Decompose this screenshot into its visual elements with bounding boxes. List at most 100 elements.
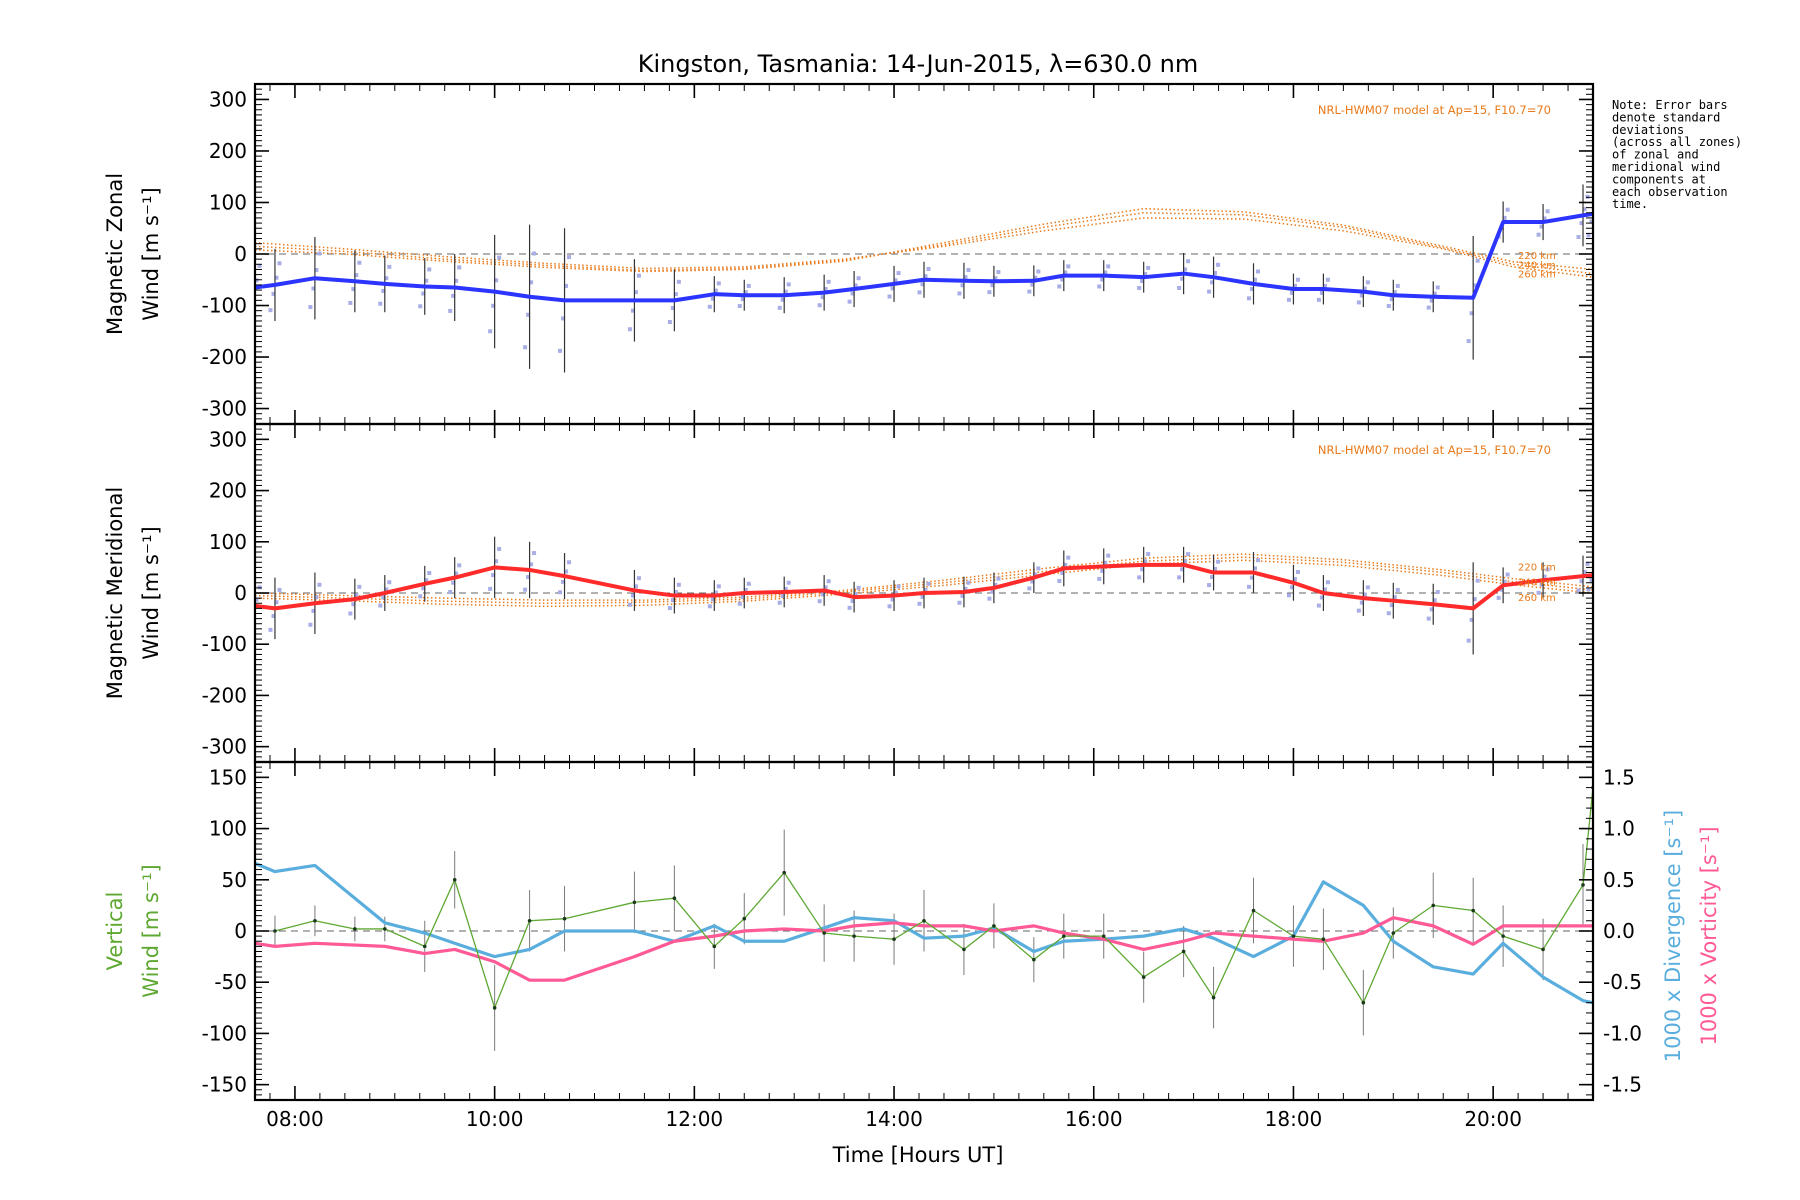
zone-estimate bbox=[1365, 280, 1370, 285]
zone-estimate bbox=[823, 585, 828, 590]
model-altitude-label: 240 km bbox=[1518, 578, 1556, 589]
x-tick-label: 18:00 bbox=[1265, 1107, 1323, 1131]
zone-estimate bbox=[896, 271, 901, 276]
zone-estimate bbox=[1250, 575, 1255, 580]
vorticity-axis-label: 1000 x Vorticity [s⁻¹] bbox=[1697, 826, 1721, 1045]
zone-estimate bbox=[1033, 275, 1038, 280]
zone-estimate bbox=[448, 589, 453, 594]
zone-estimate bbox=[421, 586, 426, 591]
zone-estimate bbox=[1536, 590, 1541, 595]
vertical-wind-point bbox=[1431, 903, 1436, 908]
zone-estimate bbox=[381, 595, 386, 600]
zone-estimate bbox=[567, 560, 572, 565]
vertical-wind-point bbox=[1181, 949, 1186, 954]
zone-estimate bbox=[1432, 598, 1437, 603]
zone-estimate bbox=[1395, 283, 1400, 288]
zone-estimate bbox=[249, 311, 253, 315]
x-axis-label: Time [Hours UT] bbox=[832, 1143, 1004, 1167]
zone-estimate bbox=[257, 585, 262, 590]
zone-estimate bbox=[1389, 297, 1394, 302]
zone-estimate bbox=[308, 622, 313, 627]
zone-estimate bbox=[777, 305, 782, 310]
zone-estimate bbox=[1295, 570, 1300, 575]
zone-estimate bbox=[713, 288, 718, 293]
zone-estimate bbox=[1545, 567, 1550, 572]
zone-estimate bbox=[1466, 339, 1471, 344]
zone-estimate bbox=[853, 283, 858, 288]
zone-estimate bbox=[1100, 568, 1105, 573]
vertical-wind-point bbox=[1032, 957, 1036, 962]
zone-estimate bbox=[926, 266, 931, 271]
zone-estimate bbox=[963, 275, 968, 280]
zone-estimate bbox=[957, 291, 962, 296]
y-tick-label: 100 bbox=[209, 817, 247, 841]
zone-estimate bbox=[633, 290, 638, 295]
zone-estimate bbox=[1576, 235, 1581, 239]
y-tick-label: 300 bbox=[209, 87, 247, 111]
zone-estimate bbox=[743, 290, 748, 295]
vertical-wind-point bbox=[562, 916, 567, 921]
zone-estimate bbox=[670, 306, 675, 311]
vertical-wind-point bbox=[1141, 975, 1146, 979]
model-altitude-label: 260 km bbox=[1518, 270, 1556, 281]
zone-estimate bbox=[277, 587, 282, 592]
zone-estimate bbox=[427, 267, 432, 272]
vertical-wind-line bbox=[274, 787, 1593, 1010]
note-line: time. bbox=[1612, 197, 1648, 211]
zone-estimate bbox=[317, 251, 322, 256]
zone-estimate bbox=[255, 597, 259, 602]
zone-estimate bbox=[257, 263, 262, 268]
zone-estimate bbox=[990, 589, 995, 594]
vertical-wind-point bbox=[383, 927, 387, 931]
vertical-wind-point bbox=[273, 929, 277, 933]
zone-estimate bbox=[558, 590, 563, 595]
zone-estimate bbox=[1137, 286, 1142, 290]
zone-estimate bbox=[1295, 277, 1300, 282]
x-tick-label: 08:00 bbox=[266, 1107, 324, 1131]
zone-estimate bbox=[673, 589, 678, 594]
y-axis-label: Magnetic Zonal bbox=[103, 173, 127, 335]
zone-estimate bbox=[856, 276, 861, 281]
y-tick-label: -300 bbox=[202, 735, 247, 759]
note-line: each observation bbox=[1612, 185, 1728, 199]
model-label: NRL-HWM07 model at Ap=15, F10.7=70 bbox=[1318, 443, 1551, 457]
zone-estimate bbox=[707, 304, 712, 309]
model-curve bbox=[255, 559, 1593, 608]
zone-estimate bbox=[274, 275, 279, 280]
x-tick-label: 12:00 bbox=[666, 1107, 724, 1131]
zone-estimate bbox=[1207, 289, 1212, 294]
zone-estimate bbox=[1036, 269, 1041, 274]
zone-estimate bbox=[850, 598, 855, 603]
zone-estimate bbox=[1545, 209, 1550, 214]
zone-estimate bbox=[1186, 552, 1191, 557]
zone-estimate bbox=[494, 559, 499, 564]
zone-estimate bbox=[890, 286, 895, 291]
y2-tick-label: -1.5 bbox=[1603, 1073, 1642, 1097]
y-tick-label: -100 bbox=[202, 294, 247, 318]
zone-estimate bbox=[1030, 282, 1035, 287]
x-tick-label: 14:00 bbox=[865, 1107, 923, 1131]
vertical-wind-point bbox=[962, 947, 966, 952]
zone-estimate bbox=[1585, 561, 1590, 566]
zone-estimate bbox=[1319, 595, 1324, 600]
zone-estimate bbox=[1426, 616, 1431, 621]
zone-estimate bbox=[820, 592, 825, 597]
y-tick-label: 150 bbox=[209, 765, 247, 789]
zone-estimate bbox=[1359, 600, 1364, 605]
zone-estimate bbox=[1469, 311, 1474, 316]
zone-estimate bbox=[311, 608, 316, 613]
zone-estimate bbox=[1392, 290, 1397, 295]
model-altitude-label: 260 km bbox=[1518, 593, 1556, 604]
zone-estimate bbox=[378, 301, 383, 306]
vorticity-line bbox=[255, 916, 1593, 982]
zone-estimate bbox=[378, 603, 383, 608]
zone-estimate bbox=[1579, 579, 1584, 584]
zone-estimate bbox=[707, 604, 712, 609]
zone-estimate bbox=[1395, 587, 1400, 592]
zone-estimate bbox=[1389, 603, 1394, 608]
zone-estimate bbox=[418, 594, 423, 599]
y-tick-label: 100 bbox=[209, 190, 247, 214]
zone-estimate bbox=[1536, 232, 1541, 237]
model-altitude-label: 220 km bbox=[1518, 251, 1556, 262]
zone-estimate bbox=[1247, 584, 1252, 589]
